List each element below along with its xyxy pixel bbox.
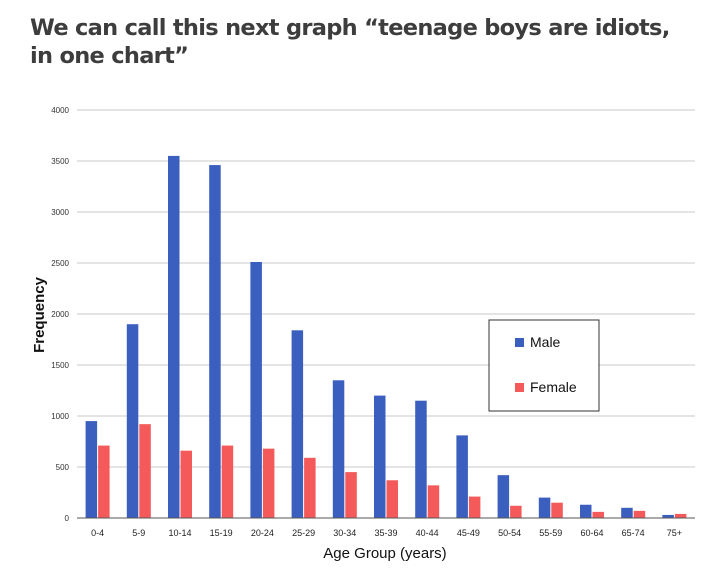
bar-female-60-64 — [592, 511, 604, 518]
y-tick-label: 3000 — [51, 208, 69, 217]
bar-male-30-34 — [332, 380, 345, 518]
bar-female-65-74 — [633, 510, 646, 518]
bar-female-55-59 — [551, 502, 563, 518]
bars — [85, 155, 687, 518]
bar-female-30-34 — [345, 472, 357, 518]
legend-label-female: Female — [530, 379, 577, 395]
bar-male-60-64 — [580, 504, 592, 518]
legend-swatch-male — [515, 338, 524, 347]
y-axis-title: Frequency — [31, 276, 48, 353]
bar-female-35-39 — [386, 480, 398, 518]
x-tick-label: 55-59 — [539, 528, 562, 538]
bar-male-65-74 — [621, 507, 633, 518]
bar-female-75+ — [674, 513, 687, 518]
headline: We can call this next graph “teenage boy… — [30, 15, 670, 69]
bar-female-0-4 — [98, 445, 110, 518]
bar-male-0-4 — [85, 421, 98, 518]
bar-female-10-14 — [180, 450, 192, 518]
x-tick-label: 45-49 — [457, 528, 480, 538]
x-tick-label: 40-44 — [416, 528, 439, 538]
bar-male-40-44 — [415, 400, 427, 518]
bar-male-35-39 — [374, 395, 386, 518]
x-axis-title: Age Group (years) — [323, 545, 446, 562]
x-tick-label: 5-9 — [132, 528, 145, 538]
bar-male-10-14 — [168, 155, 180, 518]
bar-male-75+ — [662, 514, 674, 518]
x-tick-label: 75+ — [667, 528, 682, 538]
bar-female-15-19 — [221, 445, 234, 518]
x-tick-label: 30-34 — [333, 528, 356, 538]
gridlines — [77, 109, 695, 468]
x-tick-label: 25-29 — [292, 528, 315, 538]
bar-male-15-19 — [209, 165, 221, 518]
y-tick-label: 0 — [65, 514, 70, 523]
bar-male-45-49 — [456, 435, 468, 518]
y-tick-label: 3500 — [51, 157, 69, 166]
x-tick-label: 65-74 — [622, 528, 645, 538]
bar-male-25-29 — [291, 330, 304, 518]
x-tick-label: 15-19 — [210, 528, 233, 538]
y-tick-label: 2500 — [51, 259, 69, 268]
y-tick-label: 2000 — [51, 310, 69, 319]
bar-female-45-49 — [468, 496, 481, 518]
y-tick-label: 1000 — [51, 412, 69, 421]
bar-male-50-54 — [497, 475, 510, 518]
bar-female-40-44 — [427, 485, 440, 518]
y-tick-label: 500 — [56, 463, 70, 472]
legend: Male Female — [488, 319, 600, 412]
x-axis-ticks: 0-4 5-9 10-14 15-19 20-24 25-29 30-34 35-39 40-4… — [91, 528, 682, 538]
bar-female-20-24 — [262, 448, 275, 518]
x-tick-label: 50-54 — [498, 528, 521, 538]
bar-female-5-9 — [139, 424, 151, 518]
y-axis-ticks: 0 500 1000 1500 2000 2500 3000 3500 4000 — [51, 106, 69, 523]
bar-male-20-24 — [250, 261, 262, 518]
bar-female-25-29 — [304, 457, 316, 518]
x-tick-label: 20-24 — [251, 528, 274, 538]
x-tick-label: 0-4 — [91, 528, 104, 538]
x-tick-label: 35-39 — [374, 528, 397, 538]
legend-box — [488, 319, 600, 412]
y-tick-label: 1500 — [51, 361, 69, 370]
x-tick-label: 10-14 — [168, 528, 191, 538]
bar-female-50-54 — [510, 505, 522, 518]
bar-male-5-9 — [126, 324, 139, 518]
legend-label-male: Male — [530, 334, 561, 350]
y-tick-label: 4000 — [51, 106, 69, 115]
x-tick-label: 60-64 — [580, 528, 603, 538]
bar-male-55-59 — [538, 497, 551, 518]
legend-swatch-female — [515, 383, 524, 392]
